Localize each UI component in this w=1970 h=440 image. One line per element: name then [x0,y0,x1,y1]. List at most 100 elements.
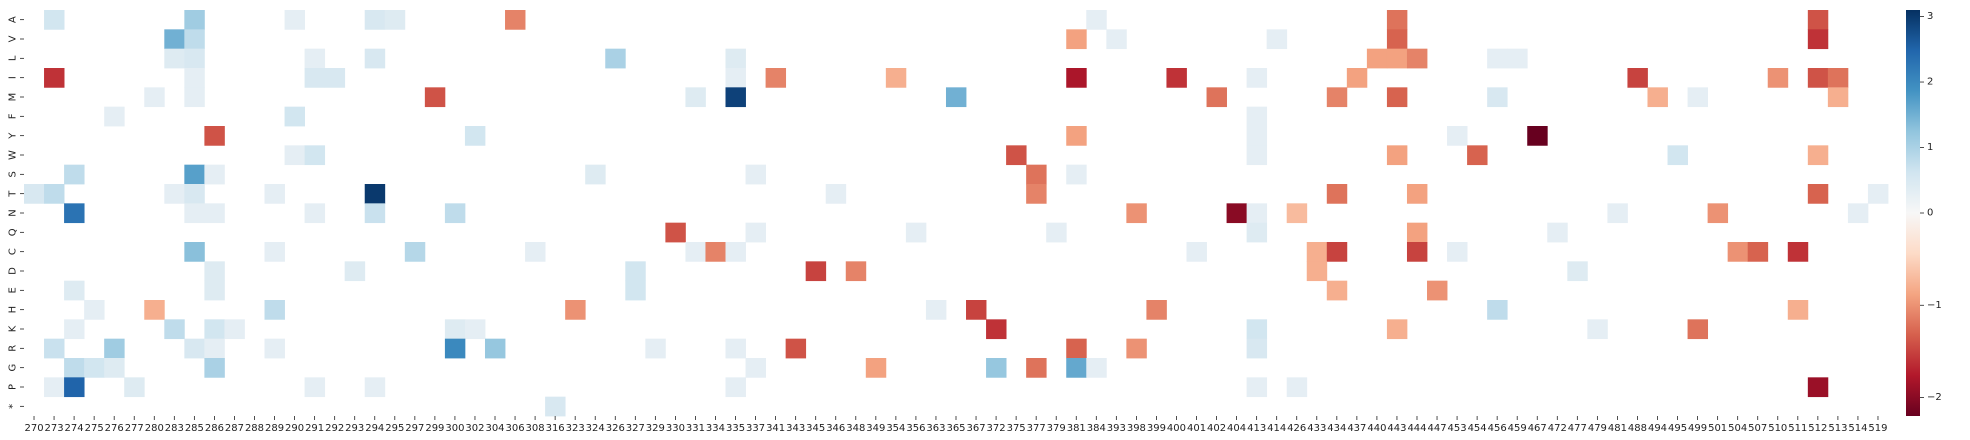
heatmap-cell [1286,203,1308,224]
heatmap-cell [64,358,85,378]
heatmap-cell [685,87,706,108]
heatmap-cell [905,222,927,243]
x-tick-label: 384 [1087,423,1106,434]
heatmap-cell [1747,242,1769,262]
heatmap-cell [565,300,586,320]
x-tick-label: 379 [1047,423,1066,434]
heatmap-cell [184,338,205,359]
heatmap-cell [184,184,205,204]
heatmap-cell [1767,68,1789,88]
y-tick-label: W [8,150,19,160]
heatmap-cell [1286,377,1308,398]
heatmap-cell [1246,68,1268,88]
heatmap-cell [164,29,185,50]
x-tick-label: 270 [24,423,43,434]
heatmap-cell [1326,87,1348,108]
y-tick-label: G [8,364,19,372]
x-tick-label: 513 [1828,423,1847,434]
x-tick-label: 302 [465,423,484,434]
heatmap-cell [204,358,225,378]
heatmap-cell [725,242,746,262]
heatmap-cell [44,184,65,204]
heatmap-cell [1607,203,1628,224]
heatmap-cell [124,377,145,398]
heatmap-cell [1306,261,1328,282]
heatmap-cell [1386,319,1408,340]
x-tick-label: 286 [205,423,224,434]
x-tick-label: 323 [566,423,585,434]
heatmap-cell [845,261,867,282]
heatmap-cell [204,164,225,185]
heatmap-cell [224,319,245,340]
heatmap-cell [545,396,566,417]
heatmap-cell [725,338,746,359]
heatmap-cell [1386,29,1408,50]
heatmap-cell [1086,10,1107,30]
heatmap-cell [1326,280,1348,301]
x-tick-label: 308 [526,423,545,434]
x-tick-label: 273 [45,423,64,434]
heatmap-cell [745,358,766,378]
x-tick-label: 299 [425,423,444,434]
heatmap-cell [464,319,486,340]
heatmap-cell [1627,68,1648,88]
x-tick-label: 381 [1067,423,1086,434]
x-tick-label: 356 [906,423,925,434]
colorbar-tick-label: 1 [1927,142,1933,153]
heatmap-cell [1567,261,1588,282]
x-tick-label: 413 [1247,423,1266,434]
x-tick-label: 507 [1748,423,1767,434]
heatmap-cell [164,319,185,340]
x-tick-label: 275 [85,423,104,434]
x-tick-label: 290 [285,423,304,434]
heatmap-cell [44,10,65,30]
heatmap-cell [1206,87,1227,108]
heatmap-cell [464,126,486,146]
x-tick-label: 414 [1267,423,1286,434]
y-tick-label: I [8,76,19,79]
x-tick-label: 519 [1868,423,1887,434]
x-tick-label: 304 [485,423,504,434]
x-tick-label: 341 [766,423,785,434]
x-tick-label: 459 [1508,423,1527,434]
heatmap-cell [1066,68,1087,88]
heatmap-cell [444,319,466,340]
heatmap-cell [284,145,306,166]
x-tick-label: 402 [1207,423,1226,434]
x-tick-label: 479 [1588,423,1607,434]
heatmap-cell [1066,164,1087,185]
heatmap-cell [1106,29,1127,50]
heatmap-cell [1547,222,1568,243]
heatmap-cell [1527,126,1548,146]
y-tick-label: Q [8,228,19,236]
heatmap-cell [304,203,326,224]
x-tick-label: 440 [1367,423,1386,434]
colorbar-tick-label: −1 [1927,300,1942,311]
heatmap-cell [1026,164,1047,185]
heatmap-cell [424,87,446,108]
heatmap-cell [184,29,205,50]
heatmap-cell [1226,203,1248,224]
x-tick-label: 365 [946,423,965,434]
heatmap-cell [1406,222,1428,243]
x-tick-label: 511 [1788,423,1807,434]
x-tick-label: 276 [105,423,124,434]
heatmap-cell [1386,87,1408,108]
x-tick-label: 288 [245,423,264,434]
heatmap-cell [44,68,65,88]
heatmap-cell [1086,358,1107,378]
heatmap-cell [1687,87,1709,108]
heatmap-cell [585,164,606,185]
y-tick-label: L [8,55,19,61]
y-tick-label: K [8,325,19,332]
x-tick-label: 401 [1187,423,1206,434]
heatmap-cell [84,358,105,378]
heatmap-cell [685,242,706,262]
x-tick-label: 433 [1307,423,1326,434]
heatmap-cell [184,203,205,224]
heatmap-cell [1807,377,1829,398]
heatmap-cell [304,48,326,69]
x-tick-label: 481 [1608,423,1627,434]
heatmap-cell [1687,319,1709,340]
y-tick-label: V [8,35,19,42]
